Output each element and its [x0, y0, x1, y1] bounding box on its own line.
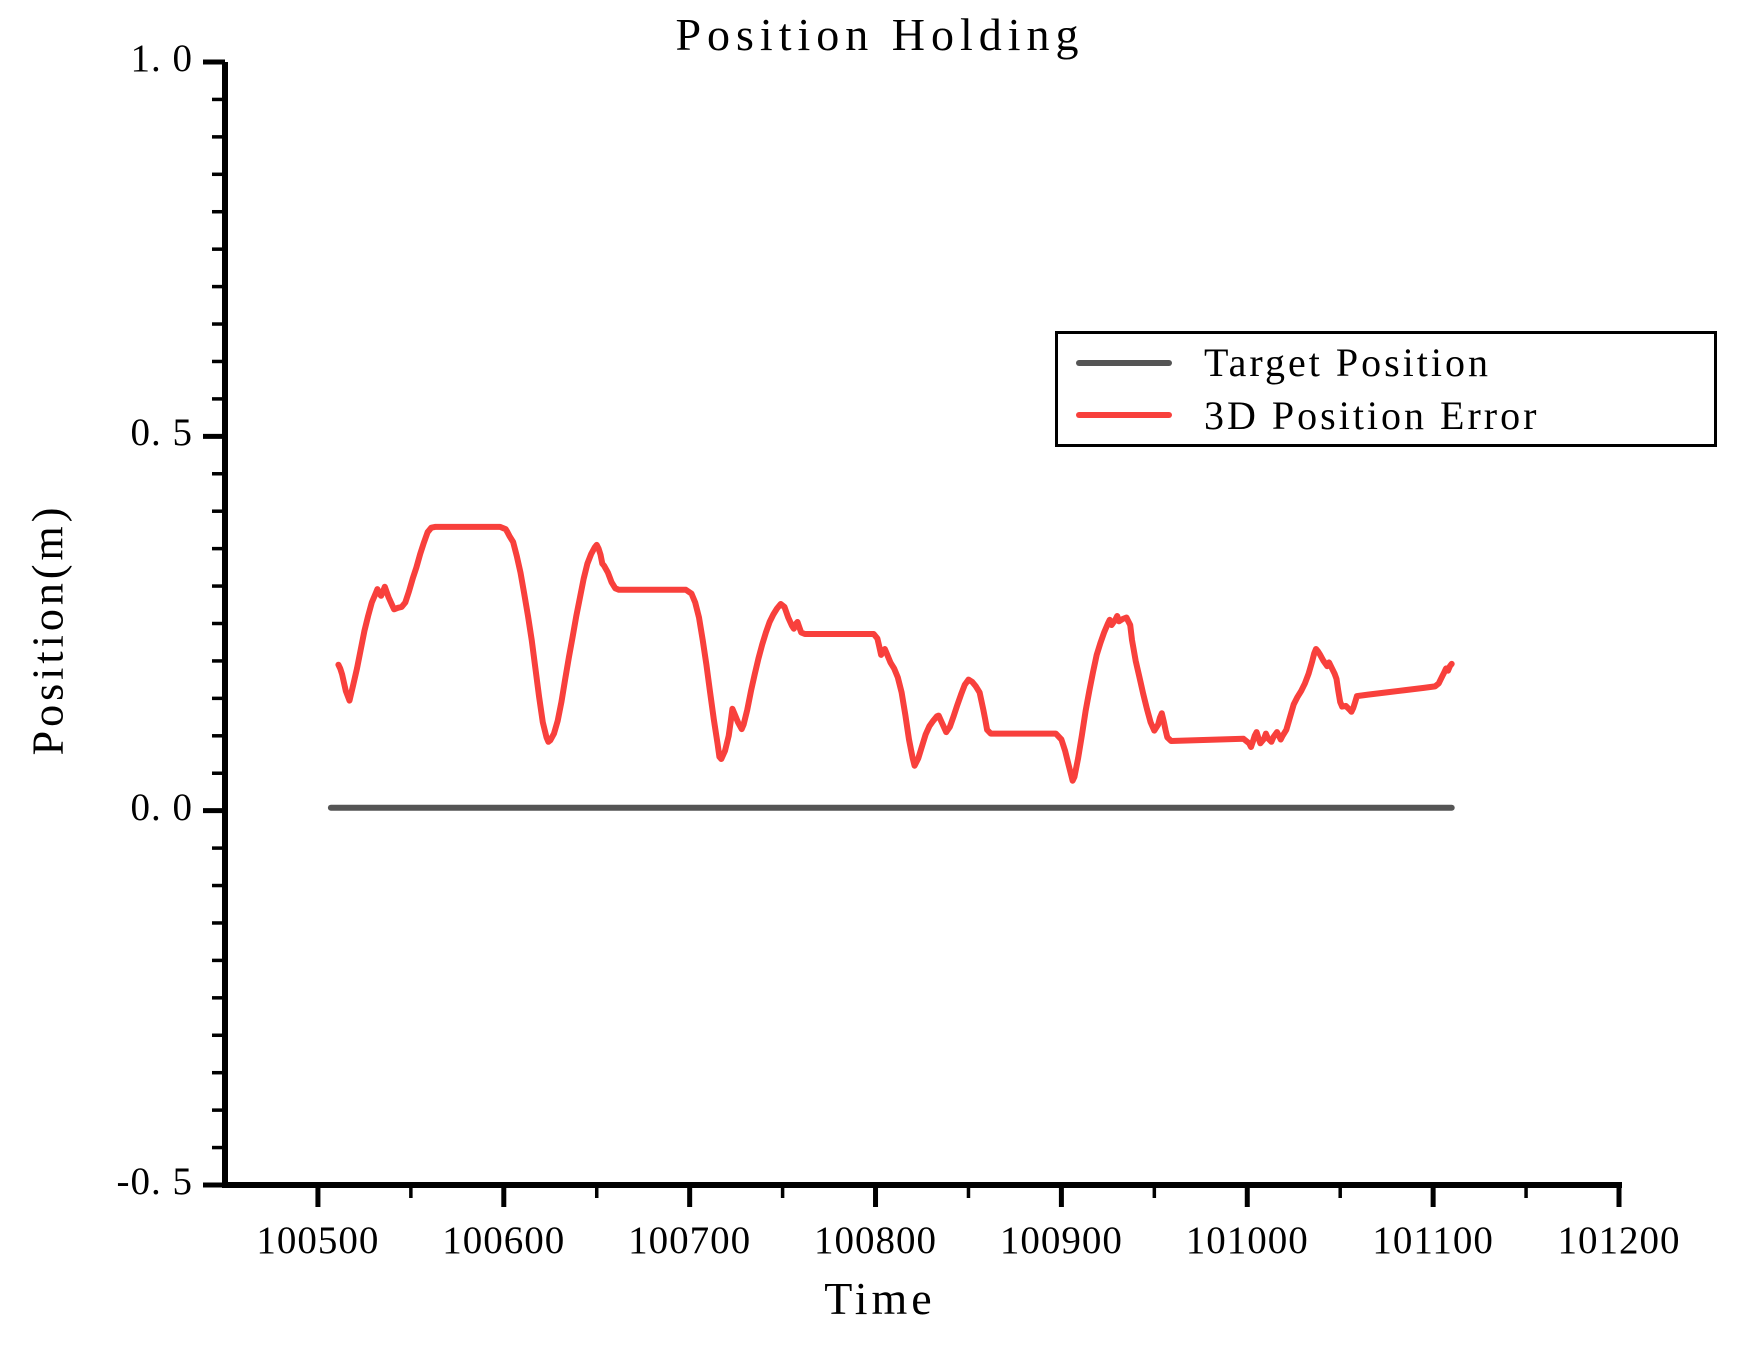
legend-label: 3D Position Error: [1204, 392, 1540, 438]
x-tick-label: 101000: [1185, 1219, 1309, 1262]
x-tick-label: 100800: [814, 1219, 938, 1262]
x-axis-label: Time: [824, 1273, 936, 1324]
y-tick-label: 1. 0: [130, 37, 193, 80]
x-tick-label: 100600: [442, 1219, 566, 1262]
x-tick-label: 100500: [256, 1219, 380, 1262]
y-tick-label: 0. 0: [130, 785, 193, 829]
3d-position-error-line-swatch: [1076, 412, 1172, 419]
chart-title: Position Holding: [675, 9, 1085, 60]
series-line-3d-position-error: [335, 523, 1455, 784]
legend-label: Target Position: [1204, 340, 1492, 386]
legend: Target Position 3D Position Error: [1055, 331, 1717, 447]
y-tick-label: -0. 5: [116, 1160, 193, 1203]
y-tick-label: 0. 5: [130, 411, 193, 455]
x-tick-label: 101200: [1557, 1219, 1681, 1262]
x-tick-label: 100900: [999, 1219, 1123, 1262]
x-tick-label: 101100: [1372, 1219, 1494, 1262]
target-position-line-swatch: [1076, 359, 1172, 366]
x-tick-label: 100700: [628, 1219, 752, 1262]
legend-item-3d-position-error: 3D Position Error: [1058, 392, 1714, 439]
legend-item-target-position: Target Position: [1058, 339, 1714, 386]
